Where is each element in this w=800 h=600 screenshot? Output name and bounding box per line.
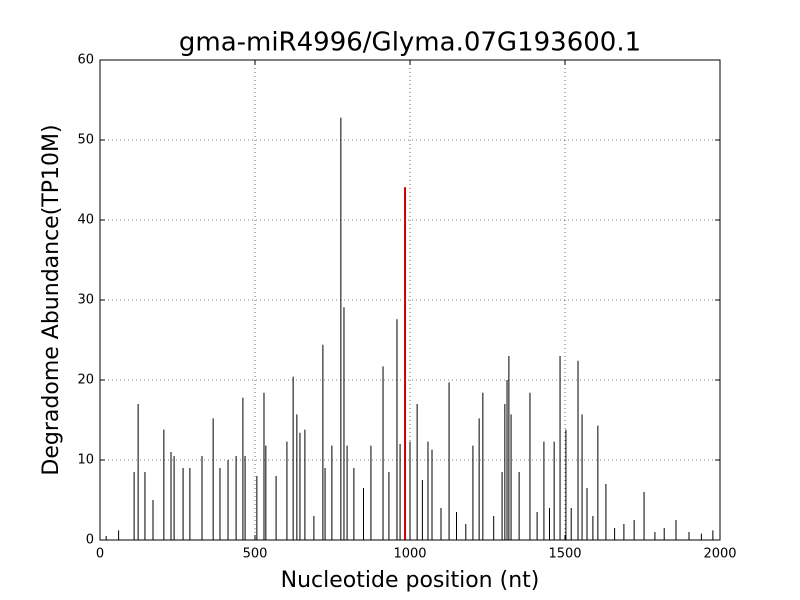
y-tick-label: 30 bbox=[77, 293, 94, 308]
y-tick-label: 50 bbox=[77, 133, 94, 148]
y-tick-label: 40 bbox=[77, 213, 94, 228]
x-axis-label: Nucleotide position (nt) bbox=[281, 568, 540, 593]
x-tick-label: 1500 bbox=[548, 547, 581, 562]
x-tick-label: 0 bbox=[96, 547, 104, 562]
y-axis-label: Degradome Abundance(TP10M) bbox=[39, 124, 64, 475]
y-tick-label: 60 bbox=[77, 53, 94, 68]
plot-area: 0 10 20 30 40 50 60 0 500 1000 1500 2000 bbox=[77, 53, 736, 562]
y-tick-label: 10 bbox=[77, 453, 94, 468]
chart-title: gma-miR4996/Glyma.07G193600.1 bbox=[179, 28, 641, 58]
x-tick-label: 1000 bbox=[393, 547, 426, 562]
plot-frame bbox=[99, 59, 721, 541]
x-tick-label: 2000 bbox=[703, 547, 736, 562]
y-tick-label: 0 bbox=[86, 533, 94, 548]
x-tick-label: 500 bbox=[243, 547, 268, 562]
y-tick-label: 20 bbox=[77, 373, 94, 388]
